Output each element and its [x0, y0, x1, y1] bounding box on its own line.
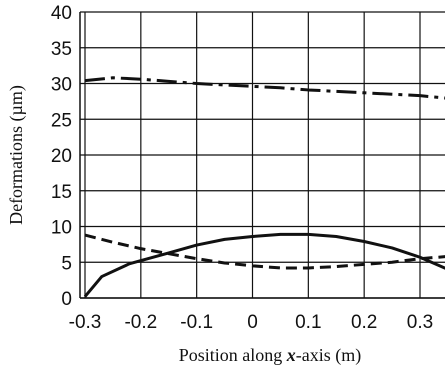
x-tick-label: 0.3 [407, 312, 433, 333]
grid [80, 11, 445, 299]
series-layer [83, 76, 445, 298]
x-tick-label: 0.1 [295, 312, 321, 333]
x-axis-label: Position along x-axis (m) [179, 345, 362, 366]
x-tick-label: 0 [247, 312, 258, 333]
x-tick-label: -0.3 [69, 312, 102, 333]
axis-labels: Position along x-axis (m) Deformations (… [6, 85, 361, 366]
y-axis-label: Deformations (µm) [6, 85, 27, 225]
tick-labels: 0 5 10 15 20 25 30 35 40 -0.3 -0.2 -0.1 0 0.1 0.2 0.3 [51, 3, 433, 333]
series-line-solid [83, 232, 445, 298]
y-tick-label: 10 [51, 218, 72, 239]
y-tick-label: 25 [51, 110, 72, 131]
x-tick-label: 0.2 [351, 312, 377, 333]
x-axis-label-variable: x [286, 345, 296, 365]
y-tick-label: 0 [61, 289, 72, 310]
y-tick-label: 40 [51, 3, 72, 24]
y-tick-label: 20 [51, 146, 72, 167]
x-axis-label-prefix: Position along [179, 345, 287, 365]
series-line-dashed [84, 233, 445, 270]
y-tick-label: 15 [51, 182, 72, 203]
y-tick-label: 30 [51, 75, 72, 96]
x-tick-label: -0.1 [180, 312, 213, 333]
x-axis-label-suffix: -axis (m) [296, 345, 361, 366]
y-tick-label: 35 [51, 39, 72, 60]
y-tick-label: 5 [61, 253, 72, 274]
series-line-dash-dot [84, 76, 445, 100]
plot-frame [79, 12, 445, 299]
x-tick-label: -0.2 [124, 312, 157, 333]
